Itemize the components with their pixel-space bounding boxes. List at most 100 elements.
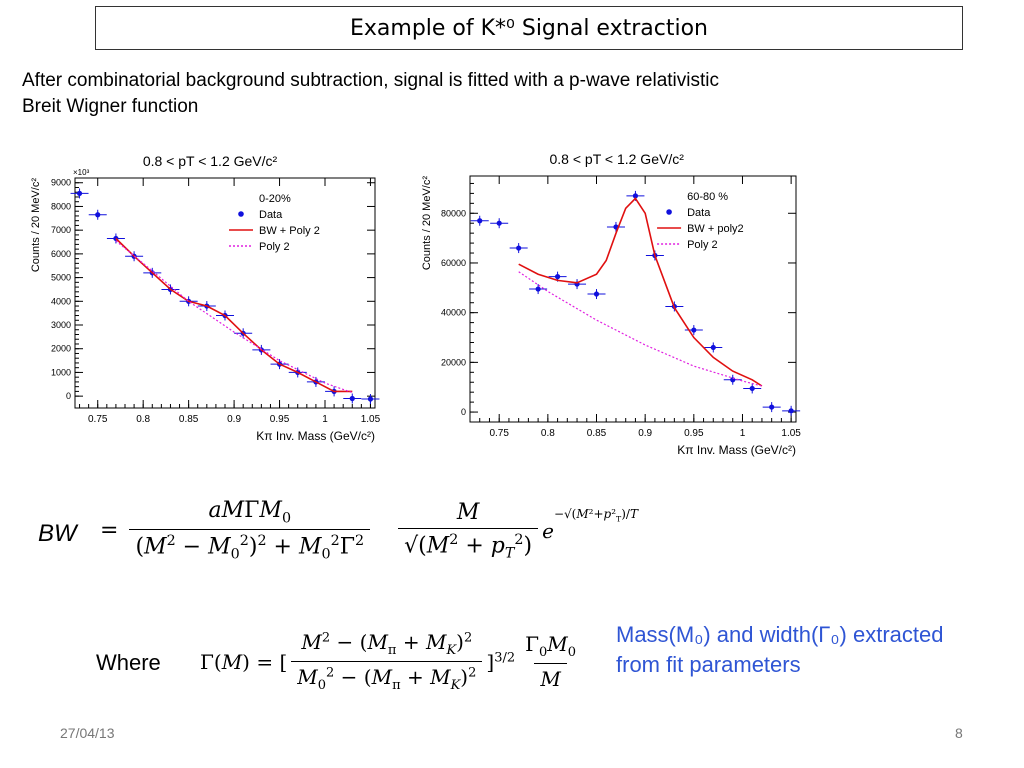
y-tick-label: 8000 <box>51 201 71 211</box>
data-point <box>76 190 83 197</box>
chart-title: 0.8 < pT < 1.2 GeV/c² <box>550 151 685 167</box>
gamma-power: ]3/2 <box>486 649 516 674</box>
bw-denominator: (M2 − M02)2 + M02Γ2 <box>129 529 371 563</box>
chart-title: 0.8 < pT < 1.2 GeV/c² <box>143 153 278 169</box>
plot-frame <box>469 175 797 423</box>
y-tick-label: 40000 <box>441 308 466 318</box>
plot-right-60-80: 0.8 < pT < 1.2 GeV/c² 0.75 0.8 0.85 0.9 0.95 1… <box>418 140 810 460</box>
y-tick-label: 1000 <box>51 367 71 377</box>
legend-entry-label: Poly 2 <box>687 239 718 251</box>
fit-curve-bw-poly2 <box>115 237 353 393</box>
bw-numerator-2: M <box>456 499 480 525</box>
x-tick-label: 0.9 <box>227 414 241 425</box>
bw-equation: = aMΓM0 (M2 − M02)2 + M02Γ2 M √(M2 + pT2… <box>100 498 638 563</box>
legend-marker-data <box>666 209 672 215</box>
gamma-numerator-2: Γ0M0 <box>525 632 577 660</box>
y-tick-label: 0 <box>66 391 71 401</box>
data-point <box>516 245 522 251</box>
legend-entry-label: BW + poly2 <box>687 223 744 235</box>
x-tick-label: 0.9 <box>638 428 652 439</box>
data-point <box>477 218 483 224</box>
note-line-1: Mass(M₀) and width(Γ₀) extracted <box>616 622 944 647</box>
gamma-numerator: M2 − (Mπ + MK)2 <box>301 630 473 658</box>
gamma-denominator: M02 − (Mπ + MK)2 <box>291 661 483 693</box>
note-line-2: from fit parameters <box>616 652 801 677</box>
legend-header: 60-80 % <box>687 191 728 203</box>
data-point <box>749 385 755 392</box>
x-tick-label: 0.95 <box>684 428 704 439</box>
data-point <box>554 274 561 280</box>
data-point <box>535 286 541 292</box>
data-point <box>691 327 697 333</box>
slide-title: Example of K*⁰ Signal extraction <box>95 6 963 50</box>
gamma-denominator-2: M <box>534 663 567 691</box>
y-tick-label: 20000 <box>441 357 466 367</box>
data-point <box>367 396 374 402</box>
data-point <box>593 291 600 297</box>
x-tick-label: 1 <box>322 414 328 425</box>
x-tick-label: 0.75 <box>489 428 509 439</box>
legend-entry-label: BW + Poly 2 <box>259 225 320 237</box>
page-number: 8 <box>955 725 963 741</box>
fit-parameters-note: Mass(M₀) and width(Γ₀) extracted from fi… <box>616 620 1016 680</box>
data-point <box>349 395 355 402</box>
legend-marker-data <box>238 211 244 217</box>
y-axis-label: Counts / 20 MeV/c² <box>30 178 42 272</box>
bw-fraction-2: M √(M2 + pT2) <box>398 499 539 561</box>
intro-line-1: After combinatorial background subtracti… <box>22 70 719 91</box>
data-point <box>496 220 502 226</box>
x-tick-label: 0.85 <box>179 414 199 425</box>
data-point <box>788 408 794 414</box>
plot-left-0-20: 0.8 < pT < 1.2 GeV/c² 0.75 0.8 0.85 0.9 0.95 1… <box>20 142 390 443</box>
where-label: Where <box>96 650 161 675</box>
y-tick-label: 5000 <box>51 273 71 283</box>
x-axis-label: Kπ Inv. Mass (GeV/c²) <box>677 443 796 457</box>
bw-exponential: e−√(M²+p²T)/T <box>542 506 638 543</box>
equals-sign: = <box>100 518 126 544</box>
y-tick-label: 0 <box>461 407 466 417</box>
legend-header: 0-20% <box>259 193 291 205</box>
plot-left-svg: 0.8 < pT < 1.2 GeV/c² 0.75 0.8 0.85 0.9 0.95 1… <box>30 153 381 443</box>
gamma-fraction-2: Γ0M0 M <box>519 632 582 691</box>
legend-entry-label: Data <box>687 207 711 219</box>
gamma-fraction-1: M2 − (Mπ + MK)2 M02 − (Mπ + MK)2 <box>291 630 483 693</box>
y-tick-label: 6000 <box>51 249 71 259</box>
x-tick-label: 0.95 <box>270 414 290 425</box>
bw-fraction-1: aMΓM0 (M2 − M02)2 + M02Γ2 <box>129 498 371 563</box>
fit-curve-poly2 <box>518 271 763 387</box>
y-tick-label: 60000 <box>441 258 466 268</box>
x-axis-label: Kπ Inv. Mass (GeV/c²) <box>256 429 375 443</box>
fit-curve-poly2 <box>115 240 353 394</box>
bw-denominator-2: √(M2 + pT2) <box>398 527 539 561</box>
gamma-equation: Γ(M) = [ M2 − (Mπ + MK)2 M02 − (Mπ + MK)… <box>200 630 586 693</box>
y-multiplier: ×10³ <box>73 168 90 177</box>
intro-line-2: Breit Wigner function <box>22 96 199 117</box>
y-tick-label: 9000 <box>51 178 71 188</box>
fit-curve-bw-poly2 <box>518 197 763 387</box>
y-tick-label: 3000 <box>51 320 71 330</box>
plot-frame <box>74 177 376 409</box>
plot-right-svg: 0.8 < pT < 1.2 GeV/c² 0.75 0.8 0.85 0.9 0.95 1… <box>421 151 801 457</box>
x-tick-label: 1.05 <box>361 414 381 425</box>
x-tick-label: 0.8 <box>136 414 150 425</box>
x-tick-label: 0.75 <box>88 414 108 425</box>
x-tick-label: 0.85 <box>587 428 607 439</box>
gamma-lhs: Γ(M) = [ <box>200 649 288 674</box>
x-tick-label: 1.05 <box>781 428 801 439</box>
bw-numerator: aMΓM0 <box>208 498 292 527</box>
legend-entry-label: Poly 2 <box>259 241 290 253</box>
legend-entry-label: Data <box>259 209 283 221</box>
x-tick-label: 0.8 <box>541 428 555 439</box>
data-point <box>95 212 101 218</box>
y-tick-label: 4000 <box>51 296 71 306</box>
y-tick-label: 80000 <box>441 208 466 218</box>
bw-label: BW <box>38 520 77 547</box>
y-axis-label: Counts / 20 MeV/c² <box>421 176 433 270</box>
intro-text: After combinatorial background subtracti… <box>22 68 902 120</box>
data-point <box>632 193 639 199</box>
footer-date: 27/04/13 <box>60 725 115 741</box>
y-tick-label: 2000 <box>51 344 71 354</box>
x-tick-label: 1 <box>740 428 746 439</box>
data-point <box>769 404 775 410</box>
data-point <box>710 344 716 351</box>
